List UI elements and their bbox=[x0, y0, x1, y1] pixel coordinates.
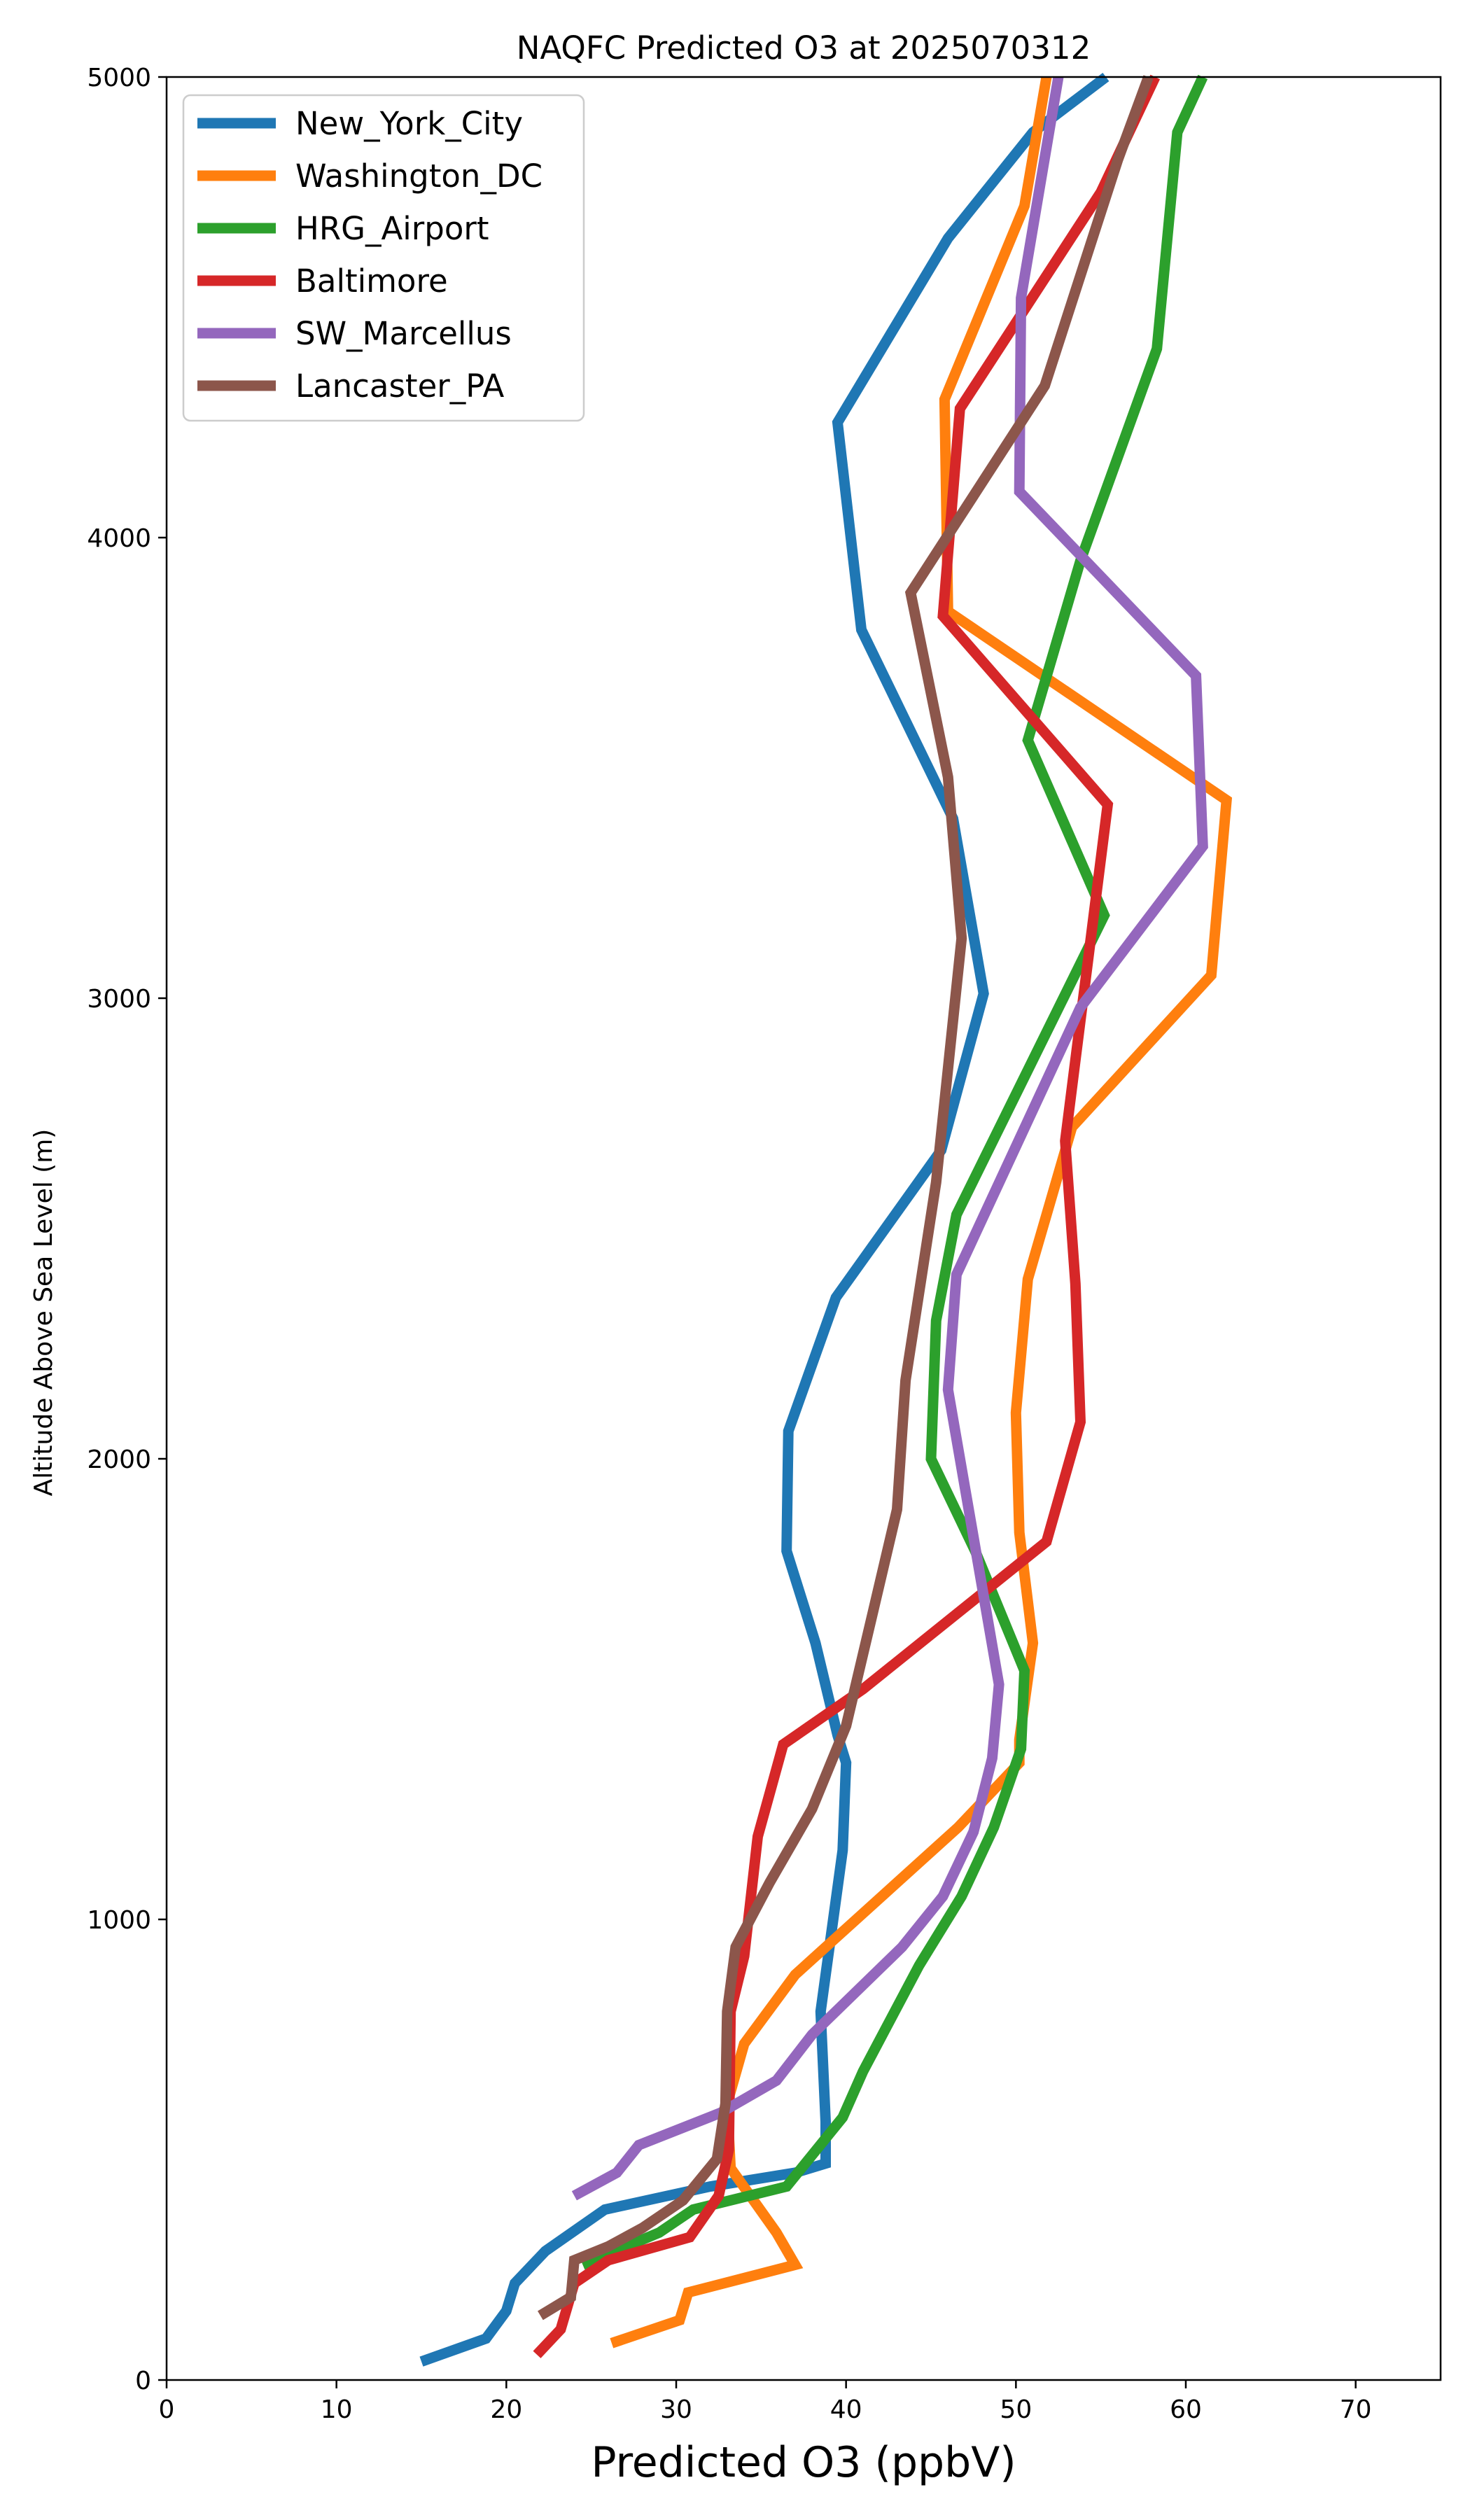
legend-label-baltimore: Baltimore bbox=[295, 262, 448, 300]
x-tick-label: 10 bbox=[321, 2395, 353, 2424]
x-axis: 0 10 20 30 40 50 60 70 bbox=[159, 2380, 1372, 2424]
y-axis-title: Altitude Above Sea Level (m) bbox=[29, 1129, 58, 1497]
x-tick-label: 60 bbox=[1170, 2395, 1202, 2424]
y-tick-label: 4000 bbox=[87, 524, 151, 553]
y-tick-label: 3000 bbox=[87, 985, 151, 1014]
chart-title: NAQFC Predicted O3 at 2025070312 bbox=[517, 29, 1091, 66]
series-line-baltimore bbox=[533, 74, 1161, 2358]
legend-label-sw-marcellus: SW_Marcellus bbox=[295, 315, 512, 352]
series-line-hrg-airport bbox=[580, 74, 1208, 2270]
legend-label-washington-dc: Washington_DC bbox=[295, 158, 542, 195]
y-axis: 0 1000 2000 3000 4000 5000 bbox=[87, 64, 167, 2395]
x-tick-label: 70 bbox=[1340, 2395, 1372, 2424]
legend: New_York_City Washington_DC HRG_Airport Bal… bbox=[182, 94, 585, 422]
x-tick-label: 20 bbox=[490, 2395, 522, 2424]
x-tick-label: 30 bbox=[660, 2395, 692, 2424]
y-tick-label: 1000 bbox=[87, 1906, 151, 1935]
legend-label-lancaster-pa: Lancaster_PA bbox=[295, 368, 505, 405]
legend-box bbox=[182, 94, 585, 422]
legend-label-new-york-city: New_York_City bbox=[295, 105, 523, 142]
y-tick-label: 0 bbox=[135, 2367, 151, 2395]
x-tick-label: 40 bbox=[830, 2395, 862, 2424]
y-tick-label: 5000 bbox=[87, 64, 151, 92]
legend-label-hrg-airport: HRG_Airport bbox=[295, 210, 489, 247]
series-lines bbox=[419, 73, 1233, 2367]
y-tick-label: 2000 bbox=[87, 1446, 151, 1474]
plot-area-frame bbox=[165, 76, 1442, 2381]
series-line-lancaster-pa bbox=[538, 75, 1154, 2320]
x-axis-title: Predicted O3 (ppbV) bbox=[591, 2438, 1016, 2487]
x-tick-label: 50 bbox=[1000, 2395, 1032, 2424]
x-tick-label: 0 bbox=[159, 2395, 175, 2424]
